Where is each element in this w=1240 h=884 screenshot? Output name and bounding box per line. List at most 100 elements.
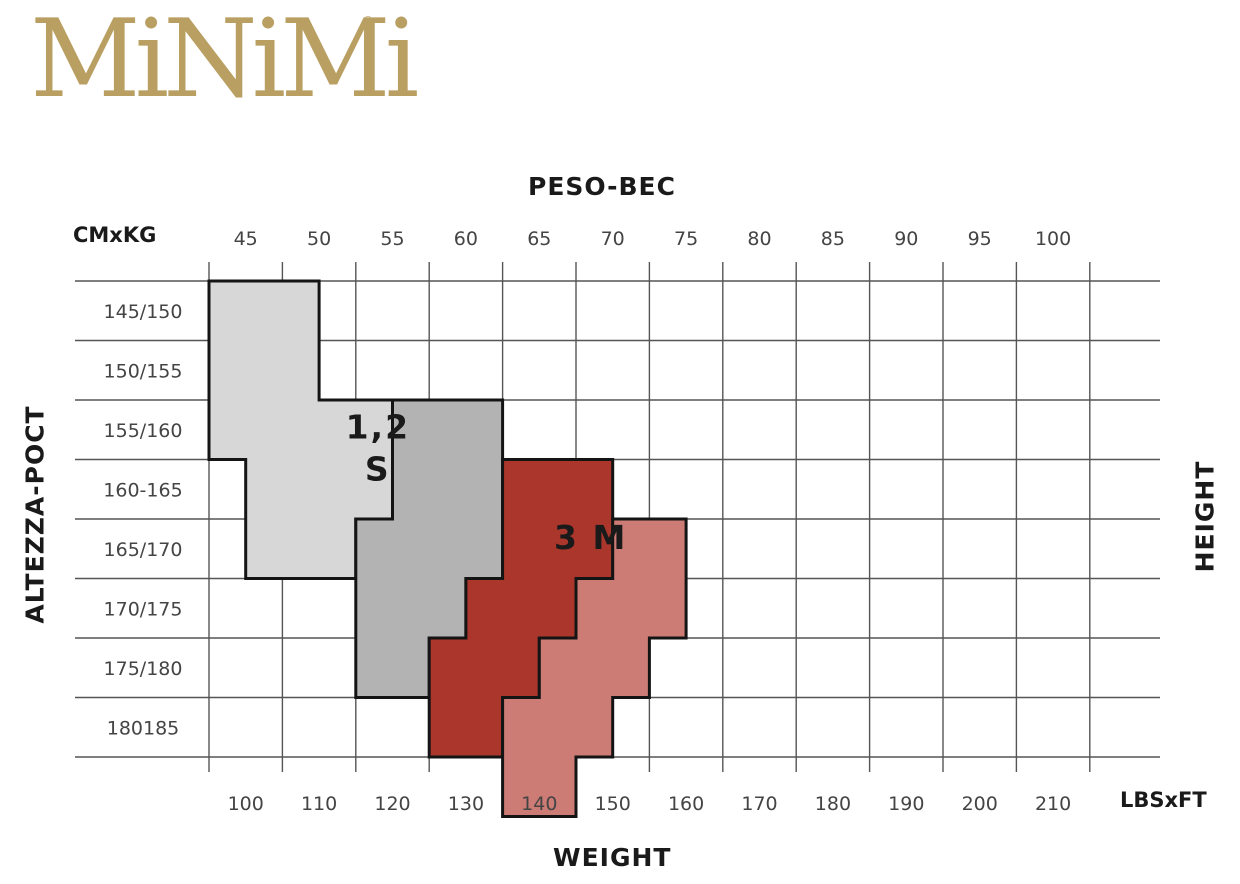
size-cell (245, 519, 283, 580)
size-cell (282, 400, 320, 461)
registered-mark: ® (362, 14, 374, 28)
size-cell (355, 519, 394, 580)
size-cell (465, 638, 504, 699)
height-row-label: 170/175 (104, 598, 183, 620)
kg-tick-label: 60 (454, 228, 478, 250)
size-cell (282, 519, 320, 580)
size-cell (539, 697, 577, 758)
size-cell (429, 400, 467, 461)
kg-tick-label: 80 (747, 228, 771, 250)
size-cell (319, 400, 357, 461)
size-cell (355, 400, 394, 461)
size-cell (502, 638, 540, 699)
size-cell (319, 519, 357, 580)
size-cell (282, 281, 320, 342)
size-cell (355, 578, 394, 639)
height-row-label: 175/180 (104, 658, 183, 680)
size-label: 5 XL (832, 637, 921, 676)
unit-lbs-label: LBSxFT (1120, 788, 1207, 812)
size-cell (539, 638, 577, 699)
kg-tick-label: 45 (234, 228, 258, 250)
size-cell (355, 638, 394, 699)
height-row-label: 160-165 (103, 479, 182, 501)
height-row-label: 150/155 (104, 360, 183, 382)
size-cell (392, 578, 430, 639)
lbs-tick-label: 180 (815, 793, 851, 815)
size-label: 3 M (554, 518, 627, 557)
size-label: 1,2 (346, 408, 410, 447)
size-cell (392, 400, 430, 461)
kg-tick-label: 75 (674, 228, 698, 250)
size-cell (502, 697, 540, 758)
kg-tick-label: 65 (527, 228, 551, 250)
size-cell (429, 697, 467, 758)
height-row-label: 145/150 (104, 301, 183, 323)
size-region-3 (501, 517, 688, 818)
lbs-tick-label: 200 (962, 793, 998, 815)
size-cell (539, 519, 577, 580)
height-row-label: 155/160 (104, 420, 183, 442)
lbs-tick-label: 170 (741, 793, 777, 815)
size-cell (429, 638, 467, 699)
size-cell (245, 340, 283, 401)
lbs-tick-label: 110 (301, 793, 337, 815)
size-cell (282, 459, 320, 520)
size-cell (612, 519, 650, 580)
lbs-tick-label: 140 (521, 793, 557, 815)
size-cell (576, 519, 614, 580)
size-outline (501, 517, 688, 818)
size-cell (392, 459, 430, 520)
unit-kg-label: CMxKG (73, 223, 157, 247)
minimi-logo: MiNiMi (30, 0, 419, 122)
size-cell (612, 578, 650, 639)
size-cell (465, 578, 504, 639)
size-cell (576, 697, 614, 758)
size-cell (465, 697, 504, 758)
size-cell (502, 459, 540, 520)
size-region-1 (354, 398, 505, 699)
size-cell (649, 519, 687, 580)
size-cell (502, 578, 540, 639)
size-label: S (365, 450, 391, 489)
size-cell (612, 638, 650, 699)
lbs-tick-label: 160 (668, 793, 704, 815)
size-cell (576, 638, 614, 699)
size-cell (465, 459, 504, 520)
size-cell (539, 757, 577, 818)
lbs-tick-label: 120 (374, 793, 410, 815)
kg-tick-label: 55 (380, 228, 404, 250)
size-cell (465, 400, 504, 461)
size-cell (282, 340, 320, 401)
size-cell (502, 519, 540, 580)
chart-title-bottom: WEIGHT (553, 843, 672, 872)
size-cell (392, 638, 430, 699)
chart-title-top: PESO-BEC (528, 172, 676, 201)
size-cell (355, 459, 394, 520)
size-cell (649, 578, 687, 639)
size-cell (209, 281, 247, 342)
size-cell (539, 578, 577, 639)
size-cell (319, 459, 357, 520)
size-cell (245, 459, 283, 520)
height-row-label: 165/170 (104, 539, 183, 561)
size-cell (429, 519, 467, 580)
lbs-tick-label: 150 (595, 793, 631, 815)
lbs-tick-label: 190 (888, 793, 924, 815)
kg-tick-label: 95 (968, 228, 992, 250)
size-cell (245, 281, 283, 342)
lbs-tick-label: 100 (228, 793, 264, 815)
kg-tick-label: 100 (1035, 228, 1071, 250)
size-cell (539, 459, 577, 520)
size-label: 4 L (699, 577, 760, 616)
size-cell (576, 459, 614, 520)
kg-tick-label: 70 (601, 228, 625, 250)
size-cell (576, 578, 614, 639)
height-row-label: 180185 (107, 717, 180, 739)
size-cell (502, 757, 540, 818)
size-cell (429, 578, 467, 639)
size-cell (429, 459, 467, 520)
size-cell (209, 340, 247, 401)
size-cell (209, 400, 247, 461)
lbs-tick-label: 210 (1035, 793, 1071, 815)
